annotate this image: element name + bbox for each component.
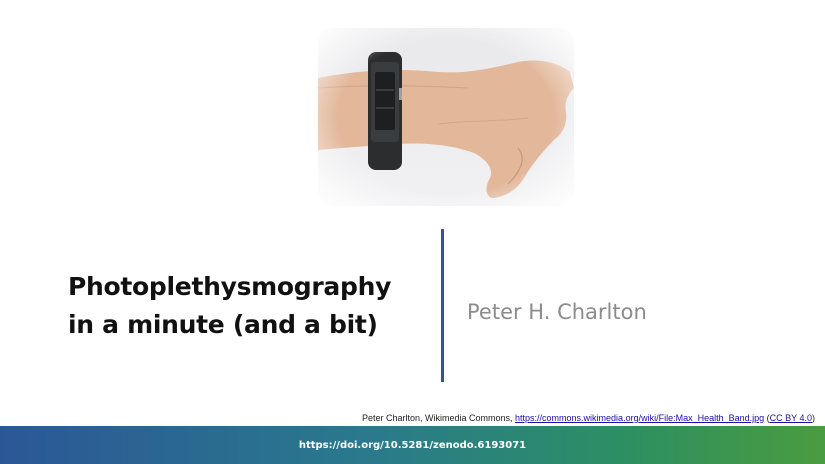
credit-url-link[interactable]: https://commons.wikimedia.org/wiki/File:… bbox=[515, 413, 765, 423]
credit-suffix: ) bbox=[812, 413, 815, 423]
credit-prefix: Peter Charlton, Wikimedia Commons, bbox=[361, 413, 516, 423]
slide-title: Photoplethysmography in a minute (and a … bbox=[68, 268, 428, 344]
credit-mid: ( bbox=[764, 413, 770, 423]
image-credit: Peter Charlton, Wikimedia Commons, https… bbox=[362, 413, 815, 423]
title-line-2: in a minute (and a bit) bbox=[68, 310, 378, 339]
author-name: Peter H. Charlton bbox=[467, 300, 647, 324]
footer-bar: https://doi.org/10.5281/zenodo.6193071 bbox=[0, 426, 825, 464]
title-line-1: Photoplethysmography bbox=[68, 272, 392, 301]
doi-link[interactable]: https://doi.org/10.5281/zenodo.6193071 bbox=[298, 439, 527, 451]
license-link[interactable]: CC BY 4.0 bbox=[769, 413, 812, 423]
wrist-band-photo bbox=[318, 28, 574, 206]
vertical-divider bbox=[441, 229, 444, 382]
